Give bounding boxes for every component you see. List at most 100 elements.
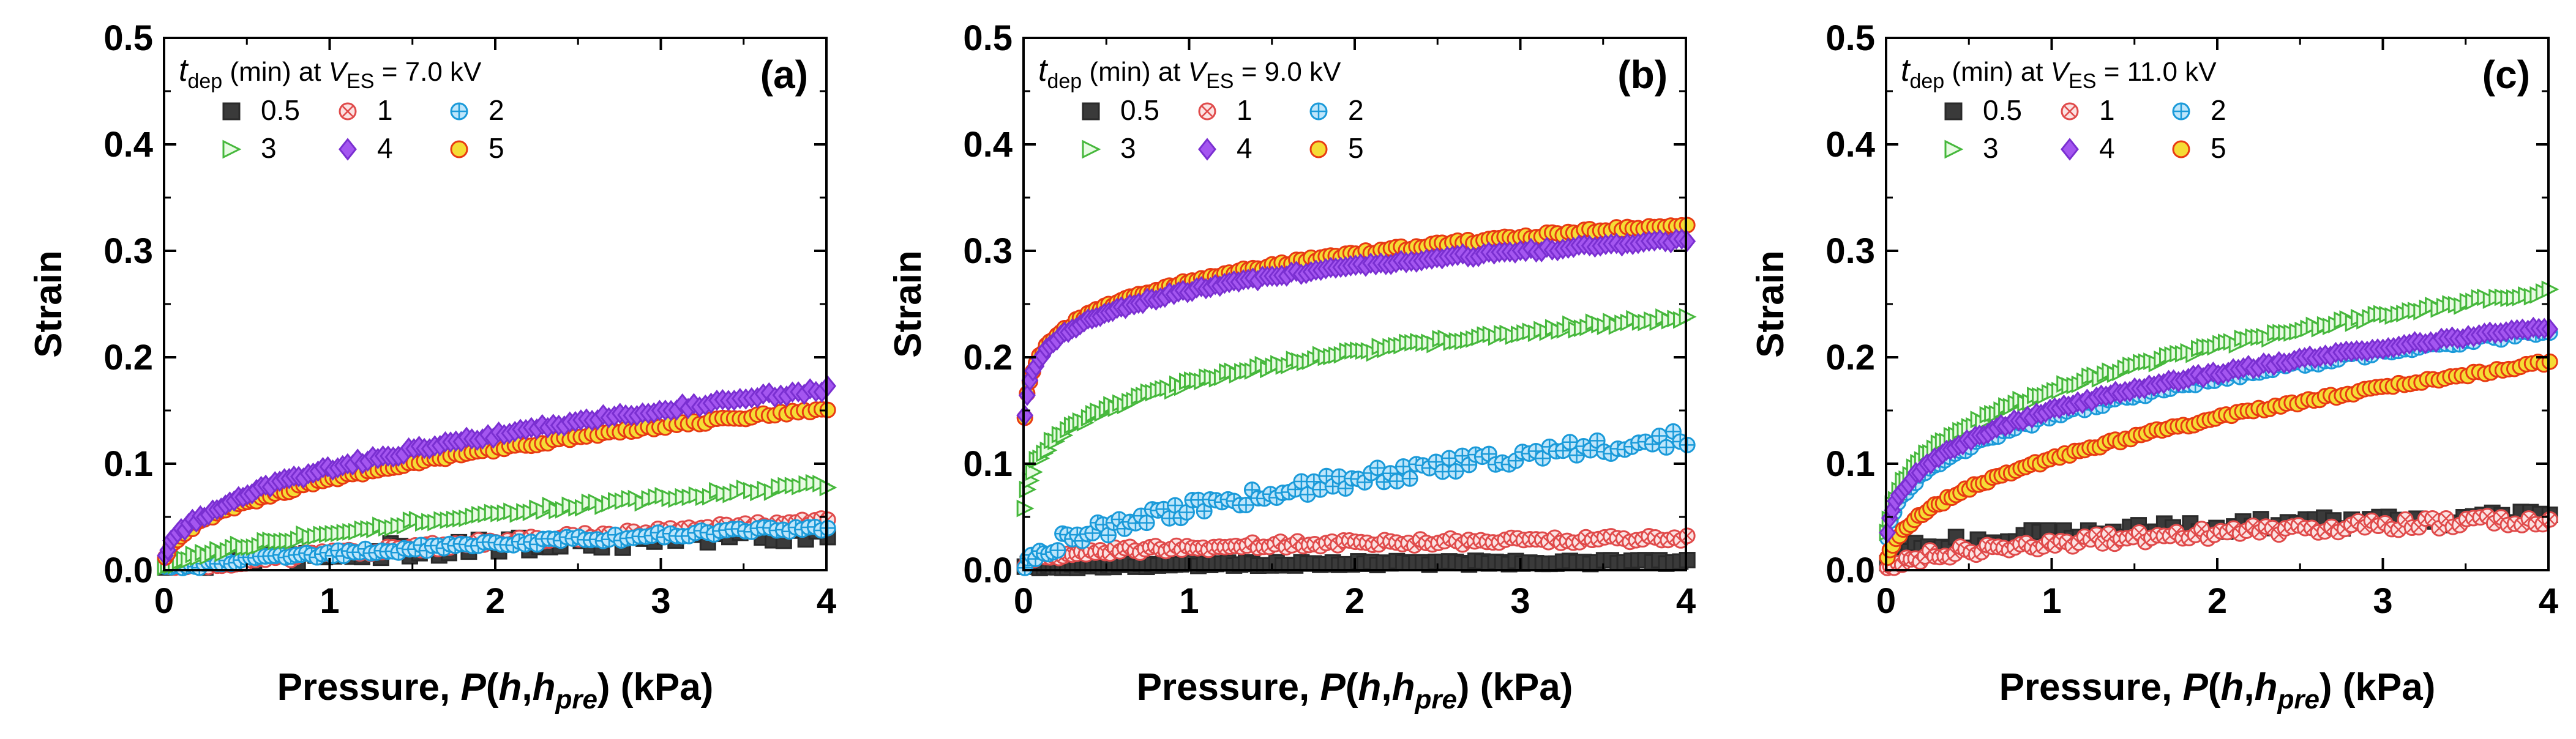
y-tick-label: 0.5 xyxy=(963,18,1013,58)
data-point xyxy=(1679,308,1697,326)
x-tick-label: 0 xyxy=(1876,581,1896,621)
legend-label: 0.5 xyxy=(1120,94,1159,126)
data-point xyxy=(1049,542,1066,559)
panel-label: (b) xyxy=(1617,53,1668,97)
x-tick-label: 4 xyxy=(1676,581,1696,621)
legend-label: 3 xyxy=(1983,132,1999,164)
legend-label: 1 xyxy=(1237,94,1252,126)
series-2 xyxy=(157,518,836,576)
series-2 xyxy=(1016,423,1696,576)
legend: tdep (min) at VES = 7.0 kV0.5 1 2 3 4 5 xyxy=(179,53,504,164)
x-axis-title: Pressure, P(h,hpre) (kPa) xyxy=(277,666,714,715)
x-tick-label: 2 xyxy=(485,581,505,621)
legend: tdep (min) at VES = 9.0 kV0.5 1 2 3 4 5 xyxy=(1038,53,1364,164)
y-tick-label: 0.0 xyxy=(1825,551,1875,590)
legend-label: 5 xyxy=(1348,132,1364,164)
data-point xyxy=(1401,470,1418,487)
data-point xyxy=(1369,459,1386,477)
legend-entry-3: 3 xyxy=(1944,132,1999,164)
chart-panel-a: 0 1 2 3 4 0.0 0.1 0.2 0.3 0.4 0.5 Strain Pressure, P… xyxy=(28,18,837,715)
data-point xyxy=(1447,462,1464,480)
chart-panel-c: 0 1 2 3 4 0.0 0.1 0.2 0.3 0.4 0.5 Strain Pressure, P… xyxy=(1750,18,2559,715)
legend: tdep (min) at VES = 11.0 kV0.5 1 2 3 4 5 xyxy=(1901,53,2226,164)
data-point xyxy=(1679,552,1696,569)
y-tick-label: 0.3 xyxy=(963,231,1013,271)
legend-label: 0.5 xyxy=(261,94,300,126)
x-tick-label: 0 xyxy=(154,581,174,621)
legend-entry-0_5: 0.5 xyxy=(1944,94,2022,126)
plot-area xyxy=(157,375,837,576)
series-5 xyxy=(1879,353,2558,566)
data-point xyxy=(1138,514,1155,532)
plot-area xyxy=(1016,217,1697,576)
y-tick-label: 0.3 xyxy=(1825,231,1875,271)
legend-marker xyxy=(450,140,468,158)
legend-marker xyxy=(2172,102,2190,121)
legend-entry-0_5: 0.5 xyxy=(1082,94,1159,126)
y-tick-label: 0.0 xyxy=(103,551,153,590)
legend-entry-4: 4 xyxy=(2061,132,2115,164)
x-tick-label: 4 xyxy=(817,581,836,621)
data-point xyxy=(819,478,837,497)
legend-marker xyxy=(450,102,468,121)
y-axis-title: Strain xyxy=(887,250,929,358)
legend-marker xyxy=(222,102,241,121)
legend-marker xyxy=(1944,139,1964,159)
y-tick-label: 0.5 xyxy=(1825,18,1875,58)
data-point xyxy=(819,375,837,397)
data-point xyxy=(2541,318,2559,340)
legend-marker xyxy=(1198,102,1216,121)
legend-entry-4: 4 xyxy=(1198,132,1252,164)
x-axis-title: Pressure, P(h,hpre) (kPa) xyxy=(1137,666,1573,715)
legend-entry-1: 1 xyxy=(2061,94,2115,126)
data-point xyxy=(1679,436,1696,453)
legend-marker xyxy=(1198,138,1216,161)
data-point xyxy=(1025,463,1043,481)
legend-label: 2 xyxy=(2211,94,2226,126)
legend-marker xyxy=(1309,102,1328,121)
series-4 xyxy=(157,375,837,566)
legend-marker xyxy=(2061,138,2079,161)
y-axis-title: Strain xyxy=(28,250,70,358)
data-point xyxy=(1238,497,1255,514)
data-point xyxy=(1016,499,1035,518)
legend-label: 3 xyxy=(1120,132,1136,164)
legend-title: tdep (min) at VES = 9.0 kV xyxy=(1038,53,1341,93)
legend-label: 4 xyxy=(1237,132,1252,164)
legend-marker xyxy=(1944,102,1963,121)
x-tick-label: 3 xyxy=(1510,581,1530,621)
data-point xyxy=(1293,473,1310,490)
data-point xyxy=(1879,522,1896,544)
legend-label: 1 xyxy=(377,94,393,126)
legend-entry-0_5: 0.5 xyxy=(222,94,300,126)
legend-label: 4 xyxy=(2099,132,2115,164)
y-tick-label: 0.0 xyxy=(963,551,1013,590)
x-tick-label: 0 xyxy=(1014,581,1033,621)
data-point xyxy=(2541,280,2559,299)
legend-marker xyxy=(339,102,357,121)
legend-entry-4: 4 xyxy=(339,132,393,164)
y-tick-label: 0.1 xyxy=(103,444,153,484)
y-tick-label: 0.2 xyxy=(103,338,153,377)
y-tick-label: 0.1 xyxy=(1825,444,1875,484)
legend-entry-2: 2 xyxy=(1309,94,1364,126)
legend-label: 2 xyxy=(489,94,504,126)
y-tick-label: 0.4 xyxy=(103,125,153,165)
y-tick-label: 0.2 xyxy=(1825,338,1875,377)
legend-label: 5 xyxy=(489,132,504,164)
y-tick-label: 0.4 xyxy=(1825,125,1875,165)
legend-label: 4 xyxy=(377,132,393,164)
chart-panel-b: 0 1 2 3 4 0.0 0.1 0.2 0.3 0.4 0.5 Strain Pressure, P… xyxy=(887,18,1697,715)
data-point xyxy=(1388,473,1406,490)
legend-entry-1: 1 xyxy=(1198,94,1252,126)
legend-title: tdep (min) at VES = 11.0 kV xyxy=(1901,53,2217,93)
legend-entry-5: 5 xyxy=(2172,132,2226,164)
legend-marker xyxy=(1082,102,1100,121)
series-4 xyxy=(1879,316,2559,544)
legend-entry-5: 5 xyxy=(1309,132,1364,164)
data-point xyxy=(1196,503,1213,520)
panel-label: (a) xyxy=(760,53,808,97)
y-axis-title: Strain xyxy=(1750,250,1792,358)
y-tick-label: 0.4 xyxy=(963,125,1013,165)
